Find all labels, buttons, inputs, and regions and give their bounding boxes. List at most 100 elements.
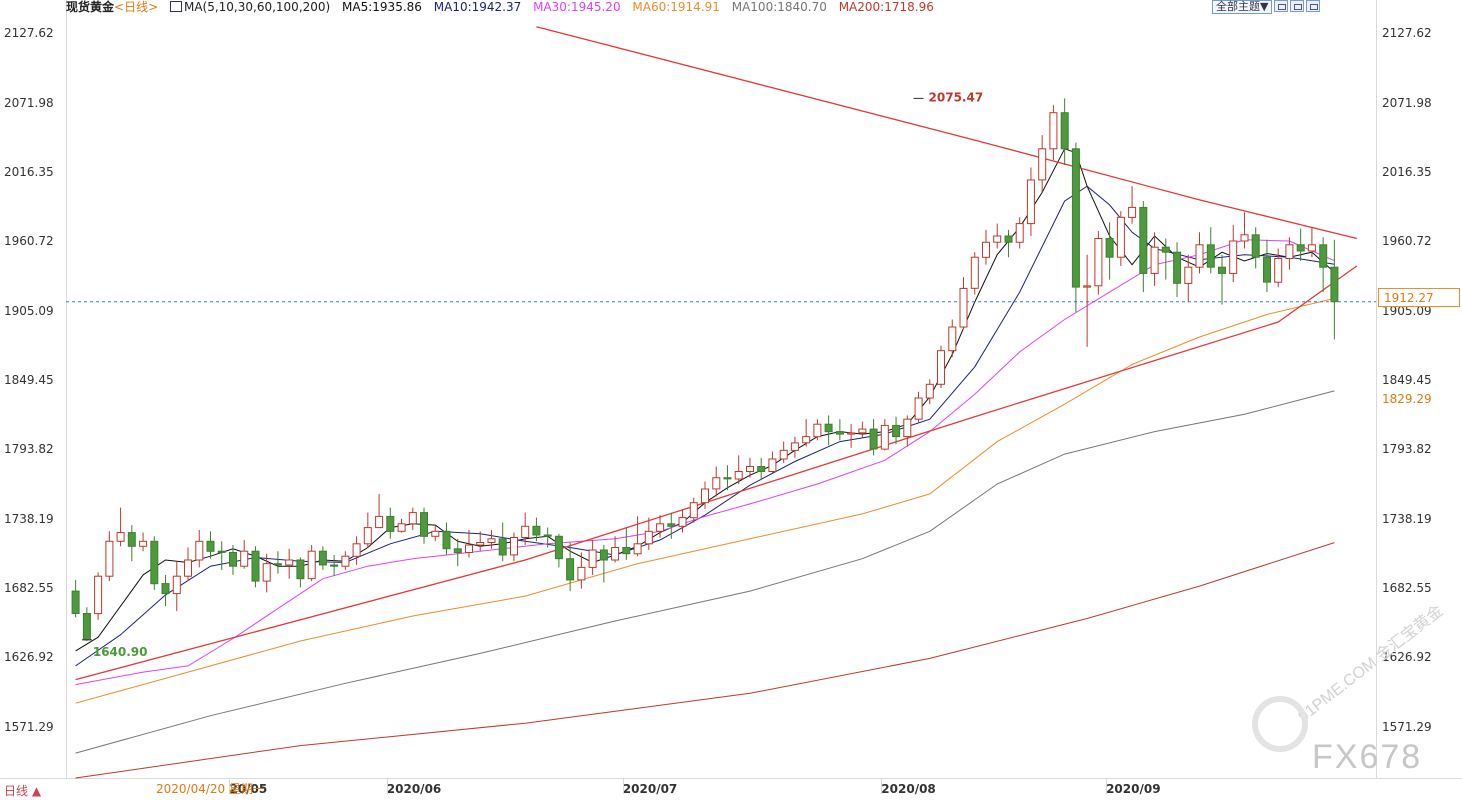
y-tick-left: 1849.45 — [4, 372, 54, 387]
candle-up — [746, 466, 754, 472]
candle-up — [734, 471, 743, 480]
candle-up — [1026, 179, 1035, 225]
candle-up — [1274, 258, 1283, 283]
candle-up — [240, 550, 249, 567]
candle-up — [408, 512, 417, 525]
candle-down — [251, 550, 260, 582]
candle-down — [71, 590, 80, 614]
candle-down — [206, 540, 215, 552]
y-tick-right: 1626.92 — [1382, 650, 1432, 665]
candle-up — [993, 235, 1002, 243]
candle-down — [532, 525, 541, 536]
candle-up — [880, 424, 889, 450]
candle-up — [1049, 112, 1058, 150]
y-tick-right: 2071.98 — [1382, 95, 1432, 110]
candle-up — [982, 241, 990, 258]
candle-up — [1229, 240, 1238, 274]
x-tick-mark — [229, 778, 231, 794]
candle-up — [577, 566, 586, 581]
candle-up — [352, 543, 361, 557]
x-tick-mark — [622, 778, 624, 794]
candle-up — [195, 540, 204, 561]
candle-down — [1105, 238, 1114, 258]
candle-up — [847, 432, 856, 435]
y-tick-right: 1682.55 — [1382, 580, 1432, 595]
candle-up — [285, 559, 294, 566]
candle-down — [1251, 234, 1260, 258]
candle-down — [1218, 266, 1226, 274]
candle-up — [105, 540, 114, 577]
y-tick-left: 1682.55 — [4, 580, 54, 595]
candle-up — [858, 428, 867, 434]
candle-down — [161, 583, 170, 595]
plot-frame-right — [1376, 0, 1377, 778]
candle-down — [835, 431, 844, 435]
candle-up — [937, 350, 945, 385]
candle-up — [1195, 244, 1204, 268]
ma60-value: MA60:1914.91 — [632, 0, 720, 14]
low-price-label: 1640.90 — [93, 645, 148, 659]
candle-down — [667, 523, 676, 527]
candle-up — [1038, 148, 1047, 181]
x-tick: 2020/07 — [622, 782, 678, 796]
plot-frame-bottom — [0, 778, 1462, 779]
candle-up — [172, 575, 181, 595]
candle-down — [150, 540, 159, 585]
chart-header: 现货黄金<日线> MA(5,10,30,60,100,200) MA5:1935… — [66, 0, 942, 14]
maximize-icon[interactable] — [1306, 0, 1321, 12]
candle-down — [386, 515, 395, 532]
x-tick: 20/05 — [229, 782, 268, 796]
period-selector[interactable]: 日线 ▲ — [4, 784, 42, 798]
layout-icon[interactable] — [1274, 0, 1289, 12]
theme-dropdown[interactable]: 全部主题▼ — [1212, 0, 1273, 14]
candle-up — [970, 256, 979, 289]
candle-down — [1004, 235, 1013, 243]
x-tick: 2020/08 — [881, 782, 936, 796]
y-tick-left: 2127.62 — [4, 26, 54, 41]
y-tick-left: 1960.72 — [4, 234, 54, 249]
candle-up — [644, 530, 653, 545]
x-tick-mark — [386, 778, 388, 794]
x-tick: 2020/09 — [1106, 782, 1161, 796]
candle-up — [1240, 234, 1249, 242]
candle-down — [622, 547, 631, 555]
line-ma200 — [75, 542, 1335, 779]
ma5-value: MA5:1935.86 — [342, 0, 422, 14]
candle-down — [498, 538, 507, 556]
candle-up — [779, 449, 788, 460]
ma-params[interactable]: MA(5,10,30,60,100,200) — [183, 0, 331, 14]
plot-frame-left — [66, 0, 67, 778]
watermark-brand: FX678 — [1312, 738, 1423, 776]
candle-up — [476, 542, 485, 546]
candle-down — [1296, 244, 1305, 252]
candle-down — [1071, 148, 1080, 288]
candle-up — [1116, 216, 1125, 258]
candle-down — [273, 563, 282, 566]
line-ma60 — [75, 297, 1335, 704]
candle-up — [678, 517, 687, 527]
x-tick-mark — [881, 778, 883, 794]
candle-up — [790, 442, 799, 451]
candle-up — [262, 563, 271, 582]
instrument-name: 现货黄金 — [66, 0, 115, 14]
candle-down — [127, 532, 136, 547]
candle-up — [307, 550, 316, 580]
candle-up — [948, 326, 957, 352]
window-icon[interactable] — [1290, 0, 1305, 12]
ma100-value: MA100:1840.70 — [731, 0, 827, 14]
candle-up — [1094, 238, 1103, 287]
candle-up — [184, 559, 192, 577]
candle-up — [1307, 244, 1316, 252]
period-tag[interactable]: <日线> — [114, 0, 159, 14]
candle-up — [959, 287, 968, 328]
candle-down — [554, 535, 563, 560]
candle-down — [217, 550, 226, 553]
candle-down — [723, 477, 732, 480]
y-tick-right: 1905.09 — [1382, 303, 1432, 318]
y-tick-right: 1849.45 — [1382, 372, 1432, 387]
y-tick-left: 2016.35 — [4, 165, 54, 180]
candle-up — [363, 527, 372, 545]
candle-up — [1083, 285, 1092, 288]
candle-down — [1330, 266, 1339, 303]
